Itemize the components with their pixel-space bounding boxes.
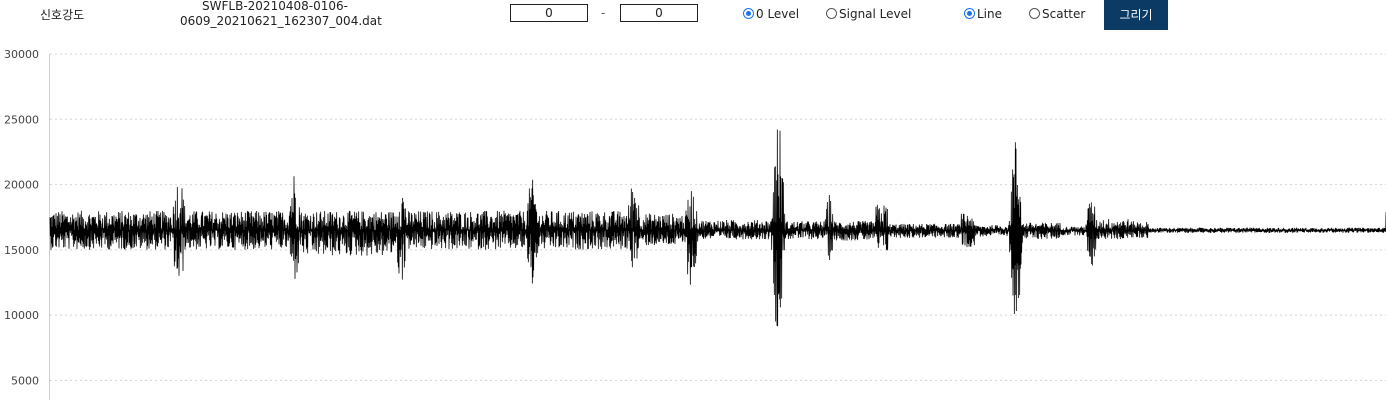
- zero-level-label: 0 Level: [756, 7, 800, 21]
- signal-level-label: Signal Level: [839, 7, 912, 21]
- y-tick-label: 30000: [4, 48, 39, 61]
- range-separator: -: [601, 6, 606, 20]
- y-tick-label: 10000: [4, 309, 39, 322]
- signal-strength-label: 신호강도: [40, 8, 85, 22]
- signal-chart: 5000 10000 15000 20000 25000 30000: [4, 48, 1386, 400]
- waveform: [49, 129, 1386, 327]
- y-tick-label: 20000: [4, 179, 39, 192]
- radio-selected-icon[interactable]: [964, 7, 975, 19]
- line-plot-radio[interactable]: Line: [964, 6, 1003, 21]
- range-to-input[interactable]: [620, 4, 698, 22]
- y-axis-ticks: 5000 10000 15000 20000 25000 30000: [4, 48, 39, 387]
- draw-button[interactable]: 그리기: [1104, 0, 1168, 30]
- toolbar: 신호강도 SWFLB-20210408-0106- 0609_20210621_…: [0, 0, 1386, 34]
- scatter-plot-radio[interactable]: Scatter: [1029, 6, 1086, 21]
- radio-selected-icon[interactable]: [743, 7, 754, 19]
- file-name-line-2: 0609_20210621_162307_004.dat: [180, 14, 382, 28]
- radio-unselected-icon[interactable]: [826, 7, 837, 19]
- file-name-line-1: SWFLB-20210408-0106-: [202, 0, 348, 13]
- line-plot-label: Line: [977, 7, 1003, 21]
- range-from-input[interactable]: [510, 4, 588, 22]
- y-tick-label: 5000: [11, 374, 39, 387]
- zero-level-radio[interactable]: 0 Level: [743, 6, 800, 21]
- file-name: SWFLB-20210408-0106- 0609_20210621_16230…: [180, 0, 382, 29]
- y-tick-label: 15000: [4, 244, 39, 257]
- scatter-plot-label: Scatter: [1042, 7, 1086, 21]
- signal-series-line: [49, 129, 1386, 327]
- signal-level-radio[interactable]: Signal Level: [826, 6, 912, 21]
- radio-unselected-icon[interactable]: [1029, 7, 1040, 19]
- y-tick-label: 25000: [4, 113, 39, 126]
